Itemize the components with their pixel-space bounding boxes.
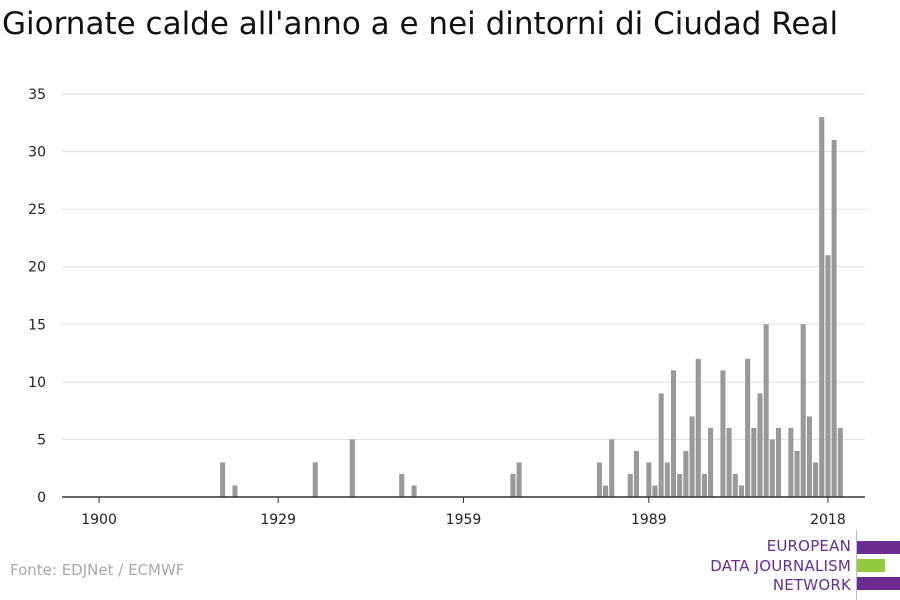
bar: [646, 462, 652, 497]
y-tick-label: 0: [37, 490, 46, 506]
bar: [232, 485, 238, 497]
bar: [819, 117, 825, 498]
bar: [806, 416, 812, 497]
axes: 0 5 10 15 20 25 30 35 1900 1929 1959 1989 2018: [28, 87, 865, 528]
bar: [220, 462, 226, 497]
bar: [726, 427, 732, 497]
bar: [516, 462, 522, 497]
x-tick-label: 1989: [631, 512, 667, 528]
bar: [510, 473, 516, 497]
bar: [738, 485, 744, 497]
y-tick-label: 15: [28, 317, 46, 333]
bar: [670, 370, 677, 497]
logo-line-1: EUROPEAN: [766, 537, 851, 555]
bar: [695, 358, 701, 497]
logo-bar-green: [857, 559, 885, 572]
bar: [775, 427, 782, 497]
y-tick-label: 10: [28, 375, 46, 391]
x-tick-label: 2018: [810, 512, 846, 528]
gridlines: [62, 93, 865, 440]
bar: [831, 140, 837, 498]
bar: [800, 324, 806, 497]
bar: [720, 370, 726, 497]
y-tick-label: 30: [28, 145, 46, 161]
bar: [627, 473, 633, 497]
bar: [609, 439, 615, 497]
x-tick-label: 1900: [81, 512, 117, 528]
y-tick-label: 35: [28, 87, 46, 103]
bar: [652, 485, 658, 497]
bar: [683, 450, 689, 497]
logo-line-3: NETWORK: [772, 576, 851, 594]
bar: [633, 450, 639, 497]
bar: [411, 485, 417, 497]
bar: [757, 393, 763, 497]
bar: [769, 439, 775, 497]
source-note: Fonte: EDJNet / ECMWF: [10, 561, 185, 579]
bar: [751, 427, 757, 497]
y-tick-label: 25: [28, 202, 46, 218]
x-tick-label: 1929: [260, 512, 296, 528]
bar: [788, 427, 794, 497]
logo-divider: [856, 530, 857, 600]
edjnet-logo: EUROPEAN DATA JOURNALISM NETWORK: [700, 530, 900, 600]
bar: [825, 255, 831, 497]
bar: [708, 427, 714, 497]
bar: [745, 358, 751, 497]
bar: [732, 473, 738, 497]
logo-bar-purple-top: [857, 541, 900, 554]
bar: [689, 416, 695, 497]
bar: [399, 473, 405, 497]
bar: [794, 450, 800, 497]
chart-title: Giornate calde all'anno a e nei dintorni…: [2, 6, 839, 42]
bar: [701, 473, 707, 497]
bar: [349, 439, 355, 497]
bar: [763, 324, 769, 497]
bar: [312, 462, 318, 497]
logo-line-2: DATA JOURNALISM: [710, 557, 851, 575]
bars: [220, 117, 843, 498]
bar: [658, 393, 664, 497]
x-tick-label: 1959: [446, 512, 482, 528]
bar: [664, 462, 670, 497]
bar: [813, 462, 819, 497]
y-tick-label: 5: [37, 432, 46, 448]
bar: [677, 473, 683, 497]
bar: [837, 427, 843, 497]
y-tick-label: 20: [28, 260, 46, 276]
bar: [596, 462, 602, 497]
logo-bar-purple-bottom: [857, 577, 900, 590]
bar: [603, 485, 609, 497]
